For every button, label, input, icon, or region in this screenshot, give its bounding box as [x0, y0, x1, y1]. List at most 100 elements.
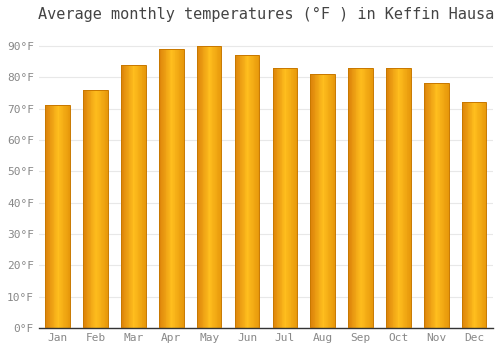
Bar	[141, 65, 142, 328]
Bar	[402, 68, 404, 328]
Bar	[67, 105, 68, 328]
Bar	[442, 83, 443, 328]
Bar	[66, 105, 67, 328]
Bar	[243, 55, 244, 328]
Bar	[294, 68, 296, 328]
Bar	[69, 105, 70, 328]
Bar	[312, 74, 313, 328]
Bar	[220, 46, 222, 328]
Bar	[364, 68, 366, 328]
Bar	[121, 65, 146, 328]
Bar	[125, 65, 126, 328]
Bar	[432, 83, 433, 328]
Bar	[176, 49, 177, 328]
Bar	[246, 55, 247, 328]
Bar	[130, 65, 131, 328]
Bar	[214, 46, 215, 328]
Bar	[438, 83, 440, 328]
Bar	[428, 83, 429, 328]
Bar	[469, 102, 470, 328]
Bar	[90, 90, 92, 328]
Bar	[159, 49, 160, 328]
Bar	[201, 46, 202, 328]
Bar	[288, 68, 289, 328]
Bar	[279, 68, 280, 328]
Bar	[107, 90, 108, 328]
Bar	[272, 68, 297, 328]
Bar	[474, 102, 475, 328]
Bar	[180, 49, 181, 328]
Bar	[397, 68, 398, 328]
Bar	[84, 90, 108, 328]
Bar	[250, 55, 251, 328]
Bar	[197, 46, 222, 328]
Bar	[54, 105, 56, 328]
Bar	[276, 68, 278, 328]
Bar	[475, 102, 476, 328]
Bar	[57, 105, 58, 328]
Bar	[144, 65, 145, 328]
Bar	[358, 68, 359, 328]
Bar	[314, 74, 316, 328]
Bar	[429, 83, 430, 328]
Bar	[433, 83, 434, 328]
Bar	[325, 74, 326, 328]
Bar	[285, 68, 286, 328]
Bar	[200, 46, 201, 328]
Bar	[348, 68, 349, 328]
Bar	[86, 90, 88, 328]
Bar	[145, 65, 146, 328]
Bar	[293, 68, 294, 328]
Bar	[444, 83, 446, 328]
Bar	[248, 55, 250, 328]
Bar	[210, 46, 211, 328]
Bar	[348, 68, 373, 328]
Bar	[123, 65, 124, 328]
Bar	[131, 65, 132, 328]
Bar	[172, 49, 173, 328]
Bar	[254, 55, 255, 328]
Bar	[331, 74, 332, 328]
Bar	[327, 74, 328, 328]
Bar	[328, 74, 330, 328]
Bar	[238, 55, 239, 328]
Bar	[425, 83, 426, 328]
Bar	[318, 74, 320, 328]
Bar	[470, 102, 471, 328]
Bar	[237, 55, 238, 328]
Bar	[244, 55, 246, 328]
Bar	[424, 83, 448, 328]
Bar	[292, 68, 293, 328]
Bar	[88, 90, 89, 328]
Bar	[97, 90, 98, 328]
Bar	[390, 68, 391, 328]
Bar	[218, 46, 219, 328]
Bar	[398, 68, 399, 328]
Bar	[479, 102, 480, 328]
Bar	[50, 105, 51, 328]
Bar	[51, 105, 52, 328]
Bar	[355, 68, 356, 328]
Bar	[465, 102, 466, 328]
Bar	[426, 83, 428, 328]
Bar	[127, 65, 128, 328]
Bar	[278, 68, 279, 328]
Bar	[386, 68, 410, 328]
Bar	[443, 83, 444, 328]
Bar	[399, 68, 400, 328]
Bar	[140, 65, 141, 328]
Bar	[257, 55, 258, 328]
Bar	[95, 90, 96, 328]
Bar	[252, 55, 254, 328]
Bar	[202, 46, 203, 328]
Bar	[478, 102, 479, 328]
Bar	[162, 49, 163, 328]
Bar	[164, 49, 166, 328]
Bar	[240, 55, 242, 328]
Bar	[159, 49, 184, 328]
Bar	[68, 105, 69, 328]
Bar	[122, 65, 123, 328]
Bar	[322, 74, 324, 328]
Bar	[255, 55, 256, 328]
Bar	[138, 65, 139, 328]
